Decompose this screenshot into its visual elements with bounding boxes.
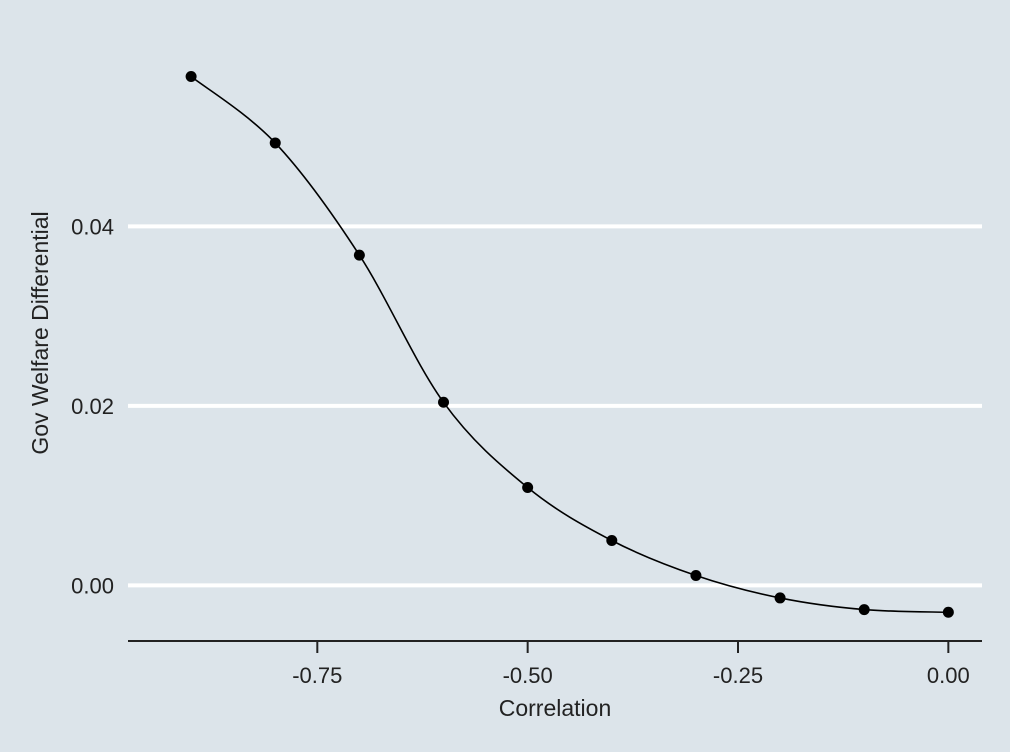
y-tick-label: 0.02 <box>71 394 114 419</box>
x-axis-ticks: -0.75 -0.50 -0.25 0.00 <box>292 641 970 688</box>
x-tick-label: 0.00 <box>927 663 970 688</box>
x-tick-label: -0.50 <box>503 663 553 688</box>
data-point <box>522 482 534 494</box>
y-axis-ticks: 0.00 0.02 0.04 <box>71 214 114 598</box>
x-axis-title: Correlation <box>499 695 612 721</box>
data-point <box>438 396 450 408</box>
y-tick-label: 0.04 <box>71 214 114 239</box>
series-line <box>190 75 949 614</box>
y-axis-title: Gov Welfare Differential <box>27 211 53 454</box>
data-point <box>269 137 281 149</box>
gridlines <box>128 224 982 588</box>
data-point <box>690 569 702 581</box>
data-point <box>858 604 870 616</box>
x-tick-label: -0.75 <box>292 663 342 688</box>
data-point <box>606 534 618 546</box>
x-tick-label: -0.25 <box>713 663 763 688</box>
y-tick-label: 0.00 <box>71 573 114 598</box>
data-point <box>942 606 954 618</box>
data-point <box>185 71 197 83</box>
data-point <box>353 249 365 261</box>
series <box>185 71 954 618</box>
data-point <box>774 592 786 604</box>
